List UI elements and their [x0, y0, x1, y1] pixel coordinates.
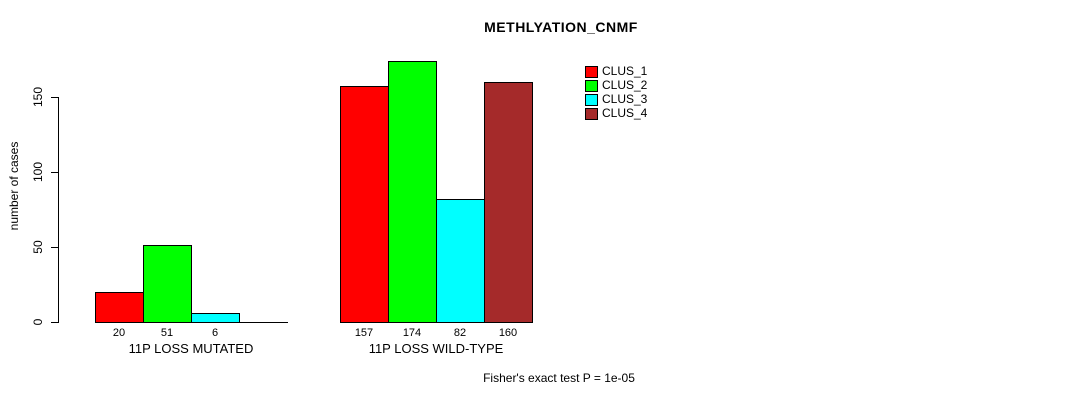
y-tick-label: 100: [31, 161, 45, 183]
legend-swatch-clus_2: [585, 79, 598, 92]
legend-swatch-clus_3: [585, 93, 598, 106]
bar-value-label: 160: [498, 327, 518, 339]
bar-clus_2-group1: [143, 245, 192, 323]
bar-value-label: 6: [211, 327, 219, 339]
legend-label: CLUS_4: [602, 106, 648, 120]
bar-clus_4-group2: [484, 82, 533, 323]
bar-clus_1-group2: [340, 86, 389, 323]
group-label: 11P LOSS WILD-TYPE: [368, 341, 504, 356]
legend-label: CLUS_1: [602, 64, 648, 78]
legend-row-clus_1: CLUS_1: [585, 65, 647, 78]
group-label: 11P LOSS MUTATED: [128, 341, 254, 356]
bar-clus_3-group2: [436, 199, 485, 323]
legend-label: CLUS_3: [602, 92, 648, 106]
bar-clus_1-group1: [95, 292, 144, 323]
bar-value-label: 82: [453, 327, 467, 339]
bar-clus_3-group1: [191, 313, 240, 323]
bar-clus_2-group2: [388, 61, 437, 323]
bar-value-label: 51: [160, 327, 174, 339]
legend-row-clus_2: CLUS_2: [585, 79, 647, 92]
legend-row-clus_3: CLUS_3: [585, 93, 647, 106]
legend-swatch-clus_4: [585, 107, 598, 120]
bar-value-label: 174: [402, 327, 422, 339]
bar-value-label: 20: [112, 327, 126, 339]
y-tick-label: 50: [31, 240, 45, 254]
bar-value-label: 157: [354, 327, 374, 339]
y-axis-tick: [51, 322, 59, 323]
y-axis-line: [58, 97, 59, 323]
y-axis-tick: [51, 247, 59, 248]
y-axis-title: number of cases: [7, 141, 21, 231]
legend-label: CLUS_2: [602, 78, 648, 92]
y-axis-tick: [51, 97, 59, 98]
legend: CLUS_1 CLUS_2 CLUS_3 CLUS_4: [585, 65, 647, 121]
y-tick-label: 150: [31, 86, 45, 108]
y-axis-tick: [51, 172, 59, 173]
chart-title: METHLYATION_CNMF: [484, 19, 638, 35]
fisher-test-annotation: Fisher's exact test P = 1e-05: [483, 371, 635, 385]
y-tick-label: 0: [31, 318, 45, 326]
legend-swatch-clus_1: [585, 65, 598, 78]
legend-row-clus_4: CLUS_4: [585, 107, 647, 120]
